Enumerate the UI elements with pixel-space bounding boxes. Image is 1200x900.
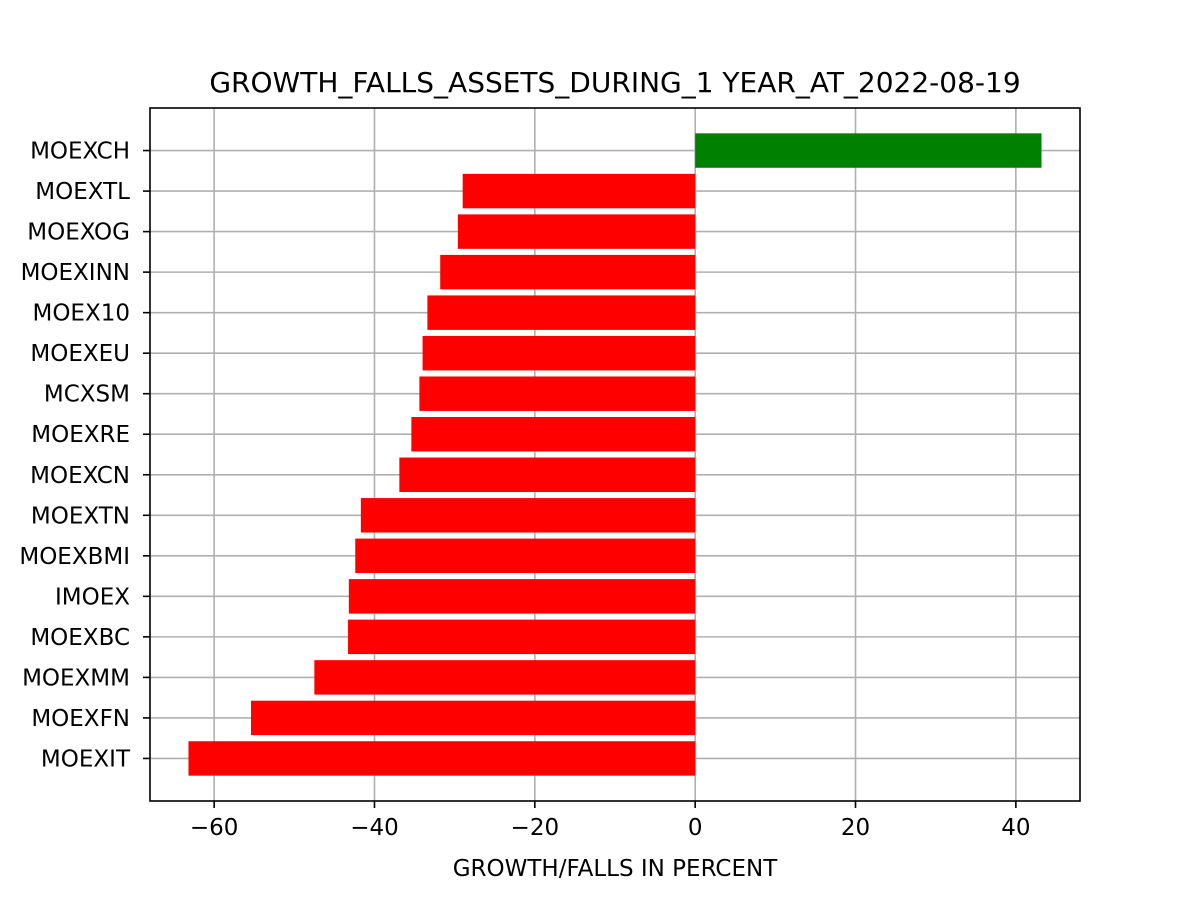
y-tick-label: MCXSM (44, 382, 130, 408)
bar-moex10 (427, 295, 696, 330)
y-tick-label: MOEXBMI (19, 544, 130, 570)
bar-moexfn (251, 700, 696, 736)
y-tick-label: MOEXFN (31, 706, 130, 732)
bars-layer (188, 133, 1042, 776)
chart-title: GROWTH_FALLS_ASSETS_DURING_1 YEAR_AT_202… (209, 66, 1020, 99)
y-tick-label: MOEX10 (32, 301, 130, 327)
y-tick-label: MOEXIT (41, 746, 131, 772)
y-tick-label: MOEXMM (22, 665, 130, 691)
bar-moexog (457, 214, 696, 249)
bar-moexeu (422, 335, 696, 371)
y-axis: MOEXIT MOEXFN MOEXMM MOEXBC IMOEX MOEXBMI MOEX… (19, 139, 150, 772)
bar-moextl (462, 173, 696, 209)
bar-moexbc (348, 619, 696, 655)
bar-moexit (188, 741, 696, 776)
x-tick-label: 20 (841, 815, 870, 841)
bar-moextn (360, 498, 696, 533)
x-tick-label: −40 (350, 815, 399, 841)
bar-moexinn (440, 254, 696, 290)
y-tick-label: MOEXTN (31, 503, 130, 529)
y-tick-label: MOEXBC (30, 625, 130, 651)
bar-moexbmi (355, 538, 696, 574)
bar-mcxsm (419, 376, 696, 411)
x-tick-label: 40 (1001, 815, 1030, 841)
x-axis-label: GROWTH/FALLS IN PERCENT (453, 856, 778, 882)
x-tick-label: −20 (511, 815, 560, 841)
bar-moexre (411, 417, 696, 452)
plot-frame (149, 107, 1081, 802)
y-tick-label: MOEXINN (21, 260, 130, 286)
bar-moexch (695, 133, 1042, 168)
y-tick-label: MOEXRE (31, 422, 130, 448)
y-tick-label: MOEXTL (35, 179, 130, 205)
bar-imoex (348, 579, 696, 614)
x-axis: −60 −40 −20 0 20 40 (190, 801, 1031, 841)
y-tick-label: MOEXOG (27, 220, 130, 246)
bar-moexcn (399, 457, 696, 492)
y-tick-label: IMOEX (55, 584, 130, 610)
y-tick-label: MOEXCN (30, 463, 130, 489)
y-tick-label: MOEXEU (30, 341, 130, 367)
bar-moexmm (314, 660, 696, 695)
y-tick-label: MOEXCH (30, 139, 130, 165)
x-tick-label: 0 (688, 815, 703, 841)
x-tick-label: −60 (190, 815, 239, 841)
